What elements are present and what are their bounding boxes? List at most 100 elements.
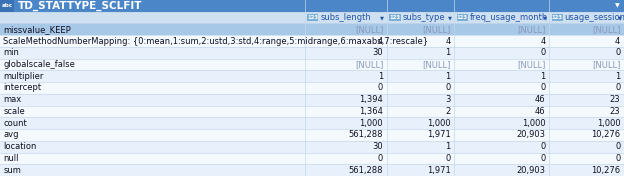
- Text: 4: 4: [540, 37, 545, 46]
- Text: 561,288: 561,288: [349, 130, 383, 139]
- Text: scale: scale: [3, 107, 25, 116]
- Text: 0: 0: [540, 48, 545, 57]
- Text: 1: 1: [540, 72, 545, 81]
- Bar: [0, 129, 624, 141]
- Bar: [457, 14, 468, 21]
- Text: 3: 3: [445, 95, 451, 104]
- Text: 0: 0: [540, 142, 545, 151]
- Text: [NULL]: [NULL]: [355, 60, 383, 69]
- Text: location: location: [3, 142, 36, 151]
- Bar: [0, 153, 624, 164]
- Bar: [0, 164, 624, 176]
- Text: ▼: ▼: [448, 15, 452, 20]
- Text: 1: 1: [446, 142, 451, 151]
- Text: 0: 0: [540, 83, 545, 93]
- Text: 0: 0: [615, 142, 620, 151]
- Bar: [0, 59, 624, 70]
- Text: 1,000: 1,000: [427, 119, 451, 128]
- Text: null: null: [3, 154, 19, 163]
- Text: freq_usage_month: freq_usage_month: [470, 13, 548, 22]
- Bar: [0, 117, 624, 129]
- Text: 1: 1: [446, 72, 451, 81]
- Text: 10,276: 10,276: [591, 130, 620, 139]
- Text: 0: 0: [378, 83, 383, 93]
- Text: 20,903: 20,903: [517, 166, 545, 175]
- Text: max: max: [3, 95, 21, 104]
- Text: 0: 0: [615, 83, 620, 93]
- Text: 0: 0: [446, 83, 451, 93]
- Text: 23: 23: [610, 95, 620, 104]
- Text: 0: 0: [378, 154, 383, 163]
- Text: 46: 46: [535, 107, 545, 116]
- Text: ▼: ▼: [618, 15, 622, 20]
- Text: intercept: intercept: [3, 83, 41, 93]
- Text: [NULL]: [NULL]: [355, 25, 383, 34]
- Text: 1: 1: [446, 48, 451, 57]
- Bar: [0, 70, 624, 82]
- Text: [NULL]: [NULL]: [592, 60, 620, 69]
- Text: 1,971: 1,971: [427, 166, 451, 175]
- Text: ▼: ▼: [381, 15, 384, 20]
- Text: multiplier: multiplier: [3, 72, 44, 81]
- Text: abc: abc: [1, 3, 12, 8]
- Text: 123: 123: [457, 15, 468, 20]
- Text: min: min: [3, 48, 19, 57]
- Text: 1,364: 1,364: [359, 107, 383, 116]
- Text: sum: sum: [3, 166, 21, 175]
- Text: 20,903: 20,903: [517, 130, 545, 139]
- Text: ScaleMethodNumberMapping: {0:mean,1:sum,2:ustd,3:std,4:range,5:midrange,6:maxabs: ScaleMethodNumberMapping: {0:mean,1:sum,…: [3, 37, 428, 46]
- Bar: [0, 106, 624, 117]
- Text: 0: 0: [446, 154, 451, 163]
- Text: 0: 0: [540, 154, 545, 163]
- Text: 1,000: 1,000: [597, 119, 620, 128]
- Text: count: count: [3, 119, 27, 128]
- Text: 1,971: 1,971: [427, 130, 451, 139]
- Text: subs_type: subs_type: [402, 13, 445, 22]
- Text: [NULL]: [NULL]: [422, 60, 451, 69]
- Text: 1: 1: [615, 72, 620, 81]
- Bar: [0, 141, 624, 153]
- Bar: [389, 14, 401, 21]
- Text: 1,394: 1,394: [359, 95, 383, 104]
- Text: 23: 23: [610, 107, 620, 116]
- Text: 30: 30: [373, 48, 383, 57]
- Text: subs_length: subs_length: [320, 13, 371, 22]
- Text: TD_STATTYPE_SCLFIT: TD_STATTYPE_SCLFIT: [18, 1, 143, 11]
- Text: 1,000: 1,000: [359, 119, 383, 128]
- Text: 4: 4: [446, 37, 451, 46]
- Text: 4: 4: [615, 37, 620, 46]
- Bar: [0, 94, 624, 106]
- Text: 2: 2: [446, 107, 451, 116]
- Text: 123: 123: [307, 15, 318, 20]
- Text: missvalue_KEEP: missvalue_KEEP: [3, 25, 71, 34]
- Text: globalscale_false: globalscale_false: [3, 60, 75, 69]
- Text: 10,276: 10,276: [591, 166, 620, 175]
- Bar: [0, 0, 624, 12]
- Text: [NULL]: [NULL]: [517, 60, 545, 69]
- Bar: [0, 0, 14, 12]
- Bar: [0, 82, 624, 94]
- Text: 561,288: 561,288: [349, 166, 383, 175]
- Text: 46: 46: [535, 95, 545, 104]
- Bar: [0, 23, 624, 35]
- Text: [NULL]: [NULL]: [517, 25, 545, 34]
- Bar: [0, 35, 624, 47]
- Text: 123: 123: [552, 15, 563, 20]
- Text: avg: avg: [3, 130, 19, 139]
- Bar: [552, 14, 563, 21]
- Text: 4: 4: [378, 37, 383, 46]
- Text: ▼: ▼: [615, 3, 620, 8]
- Text: 0: 0: [615, 48, 620, 57]
- Bar: [307, 14, 318, 21]
- Text: 30: 30: [373, 142, 383, 151]
- Text: 1,000: 1,000: [522, 119, 545, 128]
- Bar: [0, 12, 624, 23]
- Text: [NULL]: [NULL]: [422, 25, 451, 34]
- Text: 1: 1: [378, 72, 383, 81]
- Text: 0: 0: [615, 154, 620, 163]
- Bar: [0, 47, 624, 59]
- Text: ▼: ▼: [543, 15, 547, 20]
- Text: 123: 123: [389, 15, 401, 20]
- Text: usage_session: usage_session: [565, 13, 624, 22]
- Text: [NULL]: [NULL]: [592, 25, 620, 34]
